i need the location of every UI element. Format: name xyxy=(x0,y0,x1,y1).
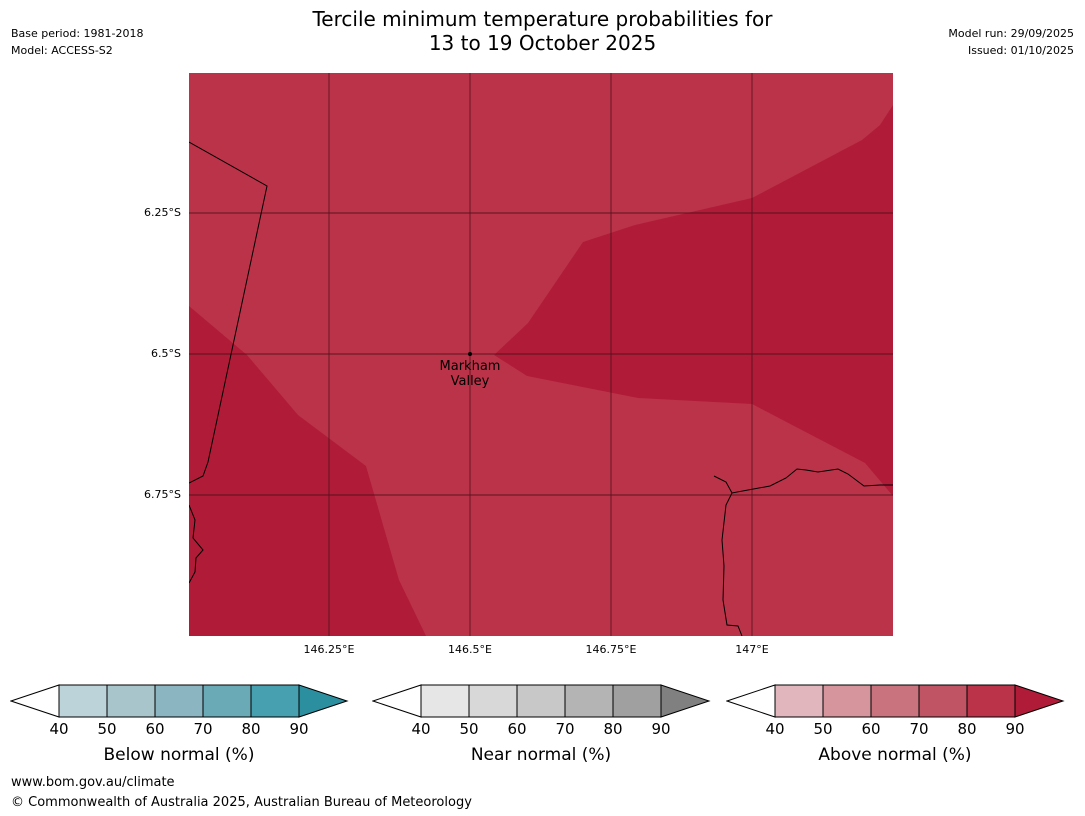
coast-west xyxy=(189,504,204,584)
cbar-above-seg-4 xyxy=(966,684,1016,718)
meta-right: Model run: 29/09/2025 Issued: 01/10/2025 xyxy=(948,25,1074,59)
lon-label-146-75: 146.75°E xyxy=(585,643,637,656)
cbar-near-seg-3 xyxy=(564,684,614,718)
cbar-below-seg-1 xyxy=(106,684,156,718)
cbar-near-upper-extend xyxy=(660,684,711,718)
cbar-near-seg-2 xyxy=(516,684,566,718)
lon-label-146-5: 146.5°E xyxy=(448,643,492,656)
colorbar-near-normal xyxy=(372,684,711,718)
coast-peninsula xyxy=(721,492,743,636)
coastline xyxy=(189,141,893,636)
cbar-near-seg-4 xyxy=(612,684,662,718)
tick-label: 50 xyxy=(813,720,833,738)
cbar-near-seg-0 xyxy=(420,684,470,718)
high-probability-region-east xyxy=(494,73,893,496)
cbar-below-seg-0 xyxy=(58,684,108,718)
cbar-above-seg-1 xyxy=(822,684,872,718)
place-label-markham-valley: Markham Valley xyxy=(439,359,501,389)
coast-east xyxy=(713,468,893,494)
tick-label: 90 xyxy=(1005,720,1025,738)
tick-label: 70 xyxy=(555,720,575,738)
forecast-map xyxy=(189,73,893,636)
tick-label: 80 xyxy=(241,720,261,738)
tick-label: 60 xyxy=(507,720,527,738)
tick-label: 50 xyxy=(97,720,117,738)
cbar-above-seg-3 xyxy=(918,684,968,718)
lat-label-6-25: 6.25°S xyxy=(144,206,181,219)
tick-label: 90 xyxy=(651,720,671,738)
footer-copyright: © Commonwealth of Australia 2025, Austra… xyxy=(11,795,472,810)
lat-label-6-5: 6.5°S xyxy=(151,347,181,360)
tick-label: 60 xyxy=(861,720,881,738)
title-line-1: Tercile minimum temperature probabilitie… xyxy=(312,7,773,31)
cbar-below-seg-2 xyxy=(154,684,204,718)
high-probability-region-southwest xyxy=(189,306,427,636)
chart-title: Tercile minimum temperature probabilitie… xyxy=(0,7,1085,55)
base-period: Base period: 1981-2018 xyxy=(11,27,144,40)
graticule xyxy=(189,73,893,636)
tick-label: 80 xyxy=(603,720,623,738)
cbar-below-seg-4 xyxy=(250,684,300,718)
cbar-near-seg-1 xyxy=(468,684,518,718)
tick-label: 40 xyxy=(411,720,431,738)
tick-label: 60 xyxy=(145,720,165,738)
tick-label: 90 xyxy=(289,720,309,738)
footer-url: www.bom.gov.au/climate xyxy=(11,775,175,790)
lon-label-147: 147°E xyxy=(735,643,769,656)
model-run: Model run: 29/09/2025 xyxy=(948,27,1074,40)
tick-label: 70 xyxy=(193,720,213,738)
border-line xyxy=(189,141,268,484)
title-line-2: 13 to 19 October 2025 xyxy=(428,31,657,55)
cbar-above-seg-0 xyxy=(774,684,824,718)
cbar-above-lower-extend xyxy=(726,684,776,718)
cbar-near-lower-extend xyxy=(372,684,422,718)
colorbar-near-label: Near normal (%) xyxy=(470,745,612,765)
markham-valley-marker xyxy=(468,352,472,356)
colorbar-below-label: Below normal (%) xyxy=(103,745,255,765)
cbar-above-seg-2 xyxy=(870,684,920,718)
cbar-below-seg-3 xyxy=(202,684,252,718)
cbar-below-lower-extend xyxy=(10,684,60,718)
lon-label-146-25: 146.25°E xyxy=(303,643,355,656)
cbar-above-upper-extend xyxy=(1014,684,1065,718)
cbar-below-upper-extend xyxy=(298,684,349,718)
tick-label: 70 xyxy=(909,720,929,738)
tick-label: 40 xyxy=(765,720,785,738)
colorbar-above-normal xyxy=(726,684,1065,718)
tick-label: 80 xyxy=(957,720,977,738)
colorbar-above-label: Above normal (%) xyxy=(818,745,972,765)
model-name: Model: ACCESS-S2 xyxy=(11,44,113,57)
tick-label: 50 xyxy=(459,720,479,738)
colorbar-below-normal xyxy=(10,684,349,718)
tick-label: 40 xyxy=(49,720,69,738)
lat-label-6-75: 6.75°S xyxy=(144,488,181,501)
meta-left: Base period: 1981-2018 Model: ACCESS-S2 xyxy=(11,25,143,59)
issued-date: Issued: 01/10/2025 xyxy=(967,44,1074,57)
